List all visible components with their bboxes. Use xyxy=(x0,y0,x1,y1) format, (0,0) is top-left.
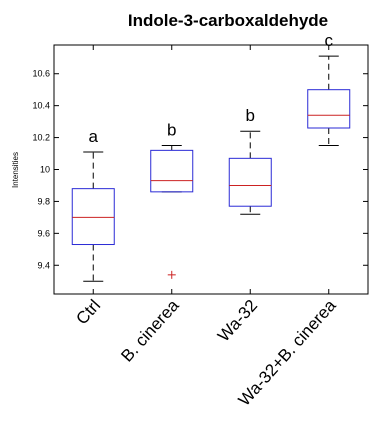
chart-title: Indole-3-carboxaldehyde xyxy=(128,11,328,30)
significance-letter: a xyxy=(89,127,99,146)
y-tick-label: 10.4 xyxy=(32,101,50,111)
category-label: Ctrl xyxy=(72,296,104,328)
y-tick-label: 9.8 xyxy=(37,196,50,206)
boxes-group: a b b c xyxy=(71,31,351,282)
significance-letter: b xyxy=(167,121,176,140)
box-0 xyxy=(71,188,115,246)
y-axis-label: Intensities xyxy=(11,152,20,188)
y-tick-label: 10.2 xyxy=(32,133,50,143)
box-1 xyxy=(150,149,194,193)
y-tick-label: 9.6 xyxy=(37,228,50,238)
plot-area-frame xyxy=(53,44,369,295)
category-label: Wa-32 xyxy=(214,296,261,345)
category-label: B. cinerea xyxy=(117,296,183,366)
box-3 xyxy=(307,89,351,129)
box-2 xyxy=(228,157,272,207)
significance-letter: c xyxy=(325,31,334,50)
y-tick-label: 9.4 xyxy=(37,260,50,270)
significance-letter: b xyxy=(246,106,255,125)
y-axis: 9.4 9.6 9.8 10 10.2 10.4 10.6 xyxy=(32,69,368,270)
y-tick-label: 10 xyxy=(40,165,50,175)
y-tick-label: 10.6 xyxy=(32,69,50,79)
